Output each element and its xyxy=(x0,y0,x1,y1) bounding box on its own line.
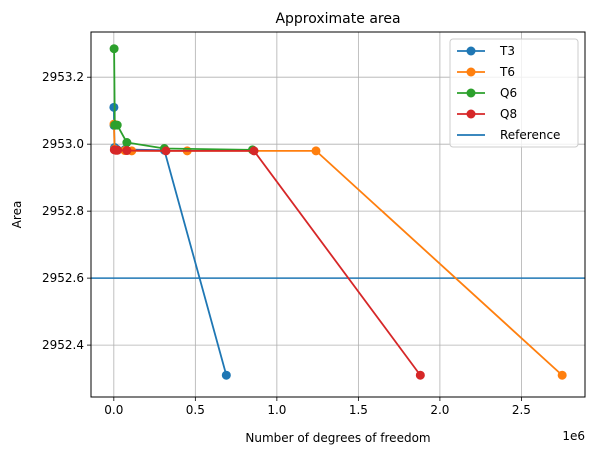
data-point-t3 xyxy=(221,370,231,380)
legend-marker xyxy=(466,67,476,77)
data-point-q6 xyxy=(112,120,122,130)
y-tick-label: 2952.8 xyxy=(42,204,84,218)
x-tick-label: 1.0 xyxy=(267,403,286,417)
y-tick-label: 2952.6 xyxy=(42,271,84,285)
data-point-q8 xyxy=(161,146,171,156)
data-point-q8 xyxy=(113,145,123,155)
plot-frame xyxy=(90,31,586,398)
data-point-t6 xyxy=(311,146,321,156)
x-tick-label: 0.0 xyxy=(104,403,123,417)
y-tick-label: 2953.2 xyxy=(42,70,84,84)
y-tick-label: 2953.0 xyxy=(42,137,84,151)
x-tick-label: 0.5 xyxy=(186,403,205,417)
series-layer xyxy=(109,44,567,380)
data-point-q6 xyxy=(122,138,132,148)
legend-label: Q6 xyxy=(500,86,517,100)
data-point-q6 xyxy=(109,44,119,54)
data-point-q8 xyxy=(415,370,425,380)
x-tick-label: 2.0 xyxy=(430,403,449,417)
y-axis-label: Area xyxy=(10,201,24,229)
tick-layer: 0.0 0.5 1.0 1.5 2.0 2.5 2952.4 2952.6 2952.8 2953… xyxy=(42,70,531,417)
legend-label: T6 xyxy=(499,65,515,79)
legend-marker xyxy=(466,88,476,98)
data-point-q8 xyxy=(122,146,132,156)
legend: T3 T6 Q6 Q8 Reference xyxy=(449,38,579,148)
y-tick-label: 2952.4 xyxy=(42,338,84,352)
legend-label: Reference xyxy=(500,128,560,142)
x-tick-label: 1.5 xyxy=(349,403,368,417)
x-tick-label: 2.5 xyxy=(512,403,531,417)
series-line-q6 xyxy=(113,48,253,151)
legend-marker xyxy=(466,46,476,56)
data-point-q8 xyxy=(249,146,259,156)
chart-title: Approximate area xyxy=(275,11,400,27)
x-axis-label: Number of degrees of freedom xyxy=(245,431,430,445)
legend-label: Q8 xyxy=(500,107,517,121)
x-axis-offset-label: 1e6 xyxy=(562,429,585,443)
legend-label: T3 xyxy=(499,44,515,58)
legend-box xyxy=(449,38,579,148)
legend-marker xyxy=(466,109,476,119)
data-point-t6 xyxy=(557,370,567,380)
